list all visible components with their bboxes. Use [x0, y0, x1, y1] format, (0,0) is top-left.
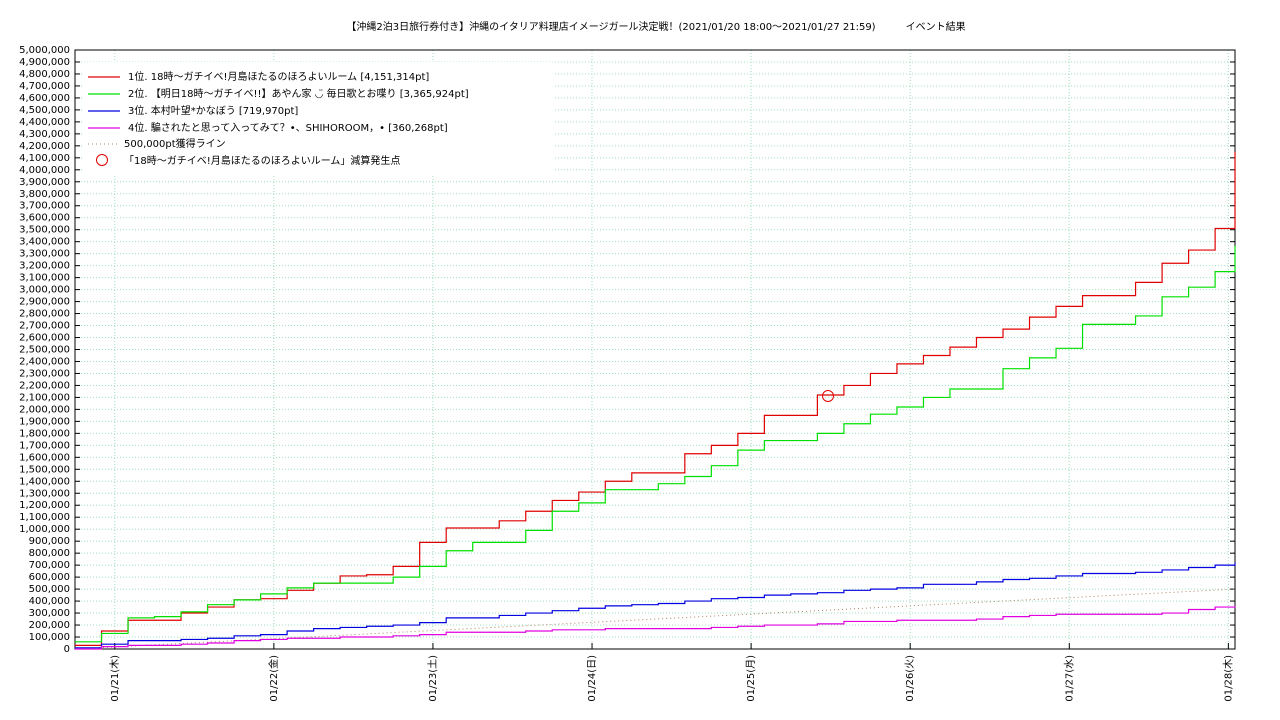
- y-tick-label: 3,600,000: [19, 213, 70, 224]
- y-tick-label: 4,700,000: [19, 81, 70, 92]
- y-tick-label: 4,500,000: [19, 105, 70, 116]
- y-tick-label: 700,000: [29, 560, 70, 571]
- y-tick-label: 100,000: [29, 632, 70, 643]
- y-tick-label: 2,900,000: [19, 297, 70, 308]
- legend-box: [82, 62, 555, 175]
- series-line: [75, 245, 1236, 643]
- series-line: [75, 605, 1236, 650]
- y-tick-label: 4,600,000: [19, 93, 70, 104]
- y-tick-label: 2,500,000: [19, 345, 70, 356]
- x-tick-label: 01/26(火): [904, 655, 916, 702]
- legend-swatch: [96, 154, 108, 166]
- x-tick-label: 01/24(日): [587, 655, 598, 702]
- y-tick-label: 4,100,000: [19, 153, 70, 164]
- y-tick-label: 3,400,000: [19, 237, 70, 248]
- x-tick-label: 01/27(水): [1063, 655, 1075, 702]
- x-tick-label: 01/21(木): [109, 655, 121, 702]
- y-tick-label: 1,400,000: [19, 476, 70, 487]
- chart-title: 【沖縄2泊3日旅行券付き】沖縄のイタリア料理店イメージガール決定戦！(2021/…: [346, 20, 965, 33]
- y-tick-label: 1,300,000: [19, 488, 70, 499]
- series-line: [75, 562, 1236, 649]
- y-tick-label: 1,900,000: [19, 416, 70, 427]
- x-tick-label: 01/23(土): [426, 655, 439, 702]
- y-tick-label: 900,000: [29, 536, 70, 547]
- y-tick-label: 300,000: [29, 608, 70, 619]
- y-tick-label: 1,100,000: [19, 512, 70, 523]
- y-tick-label: 1,000,000: [19, 524, 70, 535]
- y-tick-label: 4,900,000: [19, 57, 70, 68]
- y-tick-label: 0: [64, 644, 70, 655]
- x-tick-label: 01/25(月): [745, 655, 757, 702]
- y-tick-label: 1,800,000: [19, 428, 70, 439]
- y-tick-label: 4,400,000: [19, 117, 70, 128]
- legend-label: 3位. 本村叶望*かなぼう [719,970pt]: [128, 104, 298, 117]
- series-line: [75, 151, 1236, 647]
- y-tick-label: 5,000,000: [19, 45, 70, 56]
- marker: [822, 389, 835, 402]
- y-tick-label: 3,200,000: [19, 261, 70, 272]
- y-tick-label: 3,700,000: [19, 201, 70, 212]
- y-tick-label: 3,000,000: [19, 285, 70, 296]
- y-tick-label: 2,600,000: [19, 333, 70, 344]
- y-tick-label: 3,500,000: [19, 225, 70, 236]
- y-tick-label: 400,000: [29, 596, 70, 607]
- y-tick-label: 1,600,000: [19, 452, 70, 463]
- y-tick-label: 3,300,000: [19, 249, 70, 260]
- y-tick-label: 2,700,000: [19, 321, 70, 332]
- legend-label: 4位. 騙されたと思って入ってみて？•、SHIHOROOM，• [360,268…: [128, 121, 448, 134]
- y-tick-label: 2,100,000: [19, 392, 70, 403]
- legend-label: 1位. 18時〜ガチイベ!月島ほたるのほろよいルーム [4,151,314pt]: [128, 70, 429, 83]
- y-tick-label: 2,200,000: [19, 380, 70, 391]
- y-tick-label: 600,000: [29, 572, 70, 583]
- legend-label: 「18時〜ガチイベ!月島ほたるのほろよいルーム」減算発生点: [124, 154, 400, 167]
- y-tick-label: 2,000,000: [19, 404, 70, 415]
- y-tick-label: 4,200,000: [19, 141, 70, 152]
- y-tick-label: 3,100,000: [19, 273, 70, 284]
- y-tick-label: 200,000: [29, 620, 70, 631]
- x-tick-label: 01/22(金): [267, 655, 280, 702]
- y-tick-label: 1,700,000: [19, 440, 70, 451]
- y-tick-label: 4,300,000: [19, 129, 70, 140]
- legend-label: 500,000pt獲得ライン: [124, 137, 226, 150]
- y-tick-label: 1,200,000: [19, 500, 70, 511]
- y-tick-label: 2,400,000: [19, 356, 70, 367]
- y-tick-label: 3,900,000: [19, 177, 70, 188]
- x-tick-label: 01/28(木): [1222, 655, 1234, 702]
- y-tick-label: 2,800,000: [19, 309, 70, 320]
- plot-frame: [74, 49, 1236, 650]
- y-tick-label: 500,000: [29, 584, 70, 595]
- y-tick-label: 4,000,000: [19, 165, 70, 176]
- reference-line: [74, 588, 1236, 650]
- y-tick-label: 4,800,000: [19, 69, 70, 80]
- y-tick-label: 1,500,000: [19, 464, 70, 475]
- y-tick-label: 2,300,000: [19, 368, 70, 379]
- y-tick-label: 3,800,000: [19, 189, 70, 200]
- y-tick-label: 800,000: [29, 548, 70, 559]
- legend-label: 2位. 【明日18時〜ガチイベ!!】あやん家 ◡̈ 毎日歌とお喋り [3,365…: [128, 87, 469, 100]
